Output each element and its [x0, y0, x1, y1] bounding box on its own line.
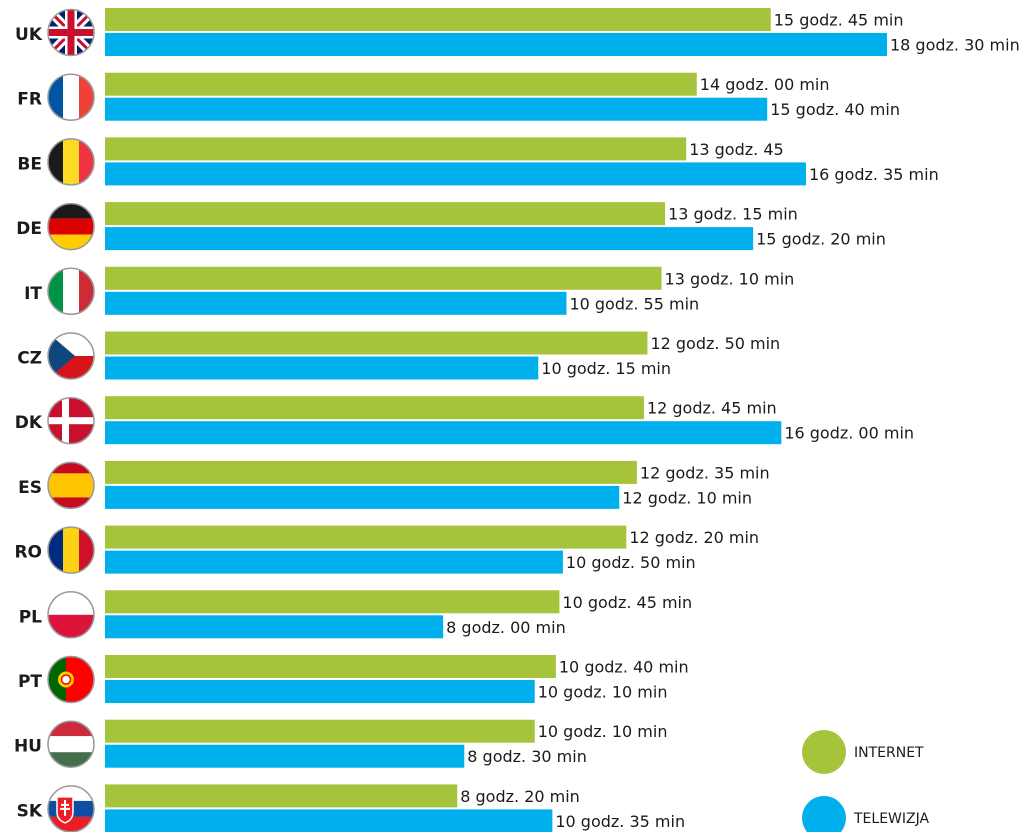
bar-telewizja-cz [105, 356, 539, 380]
country-code: RO [14, 543, 42, 563]
chart-row-fr: FR 14 godz. 00 min 15 godz. 40 min [17, 72, 900, 121]
country-code: SK [17, 801, 43, 821]
chart-row-it: IT 13 godz. 10 min 10 godz. 55 min [24, 266, 795, 316]
uk-flag-icon [47, 8, 95, 57]
bar-internet-be [105, 137, 687, 161]
chart-row-de: DE 13 godz. 15 min 15 godz. 20 min [16, 202, 886, 251]
chart-row-es: ES 12 godz. 35 min 12 godz. 10 min [18, 460, 770, 510]
slovakia-flag-icon [47, 785, 95, 832]
bar-value-label: 12 godz. 10 min [622, 488, 752, 507]
legend-item-telewizja: TELEWIZJA [802, 796, 929, 832]
italy-flag-icon [47, 267, 95, 316]
czech-flag-icon [47, 332, 95, 380]
bar-value-label: 13 godz. 15 min [668, 205, 798, 224]
bar-telewizja-hu [105, 744, 465, 768]
bar-value-label: 13 godz. 45 [689, 140, 783, 159]
bar-value-label: 10 godz. 35 min [555, 812, 685, 831]
bar-value-label: 13 godz. 10 min [665, 269, 795, 288]
bar-value-label: 10 godz. 40 min [559, 658, 689, 677]
bar-value-label: 10 godz. 55 min [569, 294, 699, 313]
bar-internet-sk [105, 784, 458, 808]
bar-value-label: 10 godz. 45 min [562, 593, 692, 612]
bar-telewizja-ro [105, 550, 563, 574]
country-code: PT [18, 672, 42, 692]
bar-value-label: 12 godz. 35 min [640, 463, 770, 482]
belgium-flag-icon [47, 138, 95, 186]
chart-row-cz: CZ 12 godz. 50 min 10 godz. 15 min [17, 331, 780, 380]
country-code: DE [16, 219, 42, 239]
chart-row-ro: RO 12 godz. 20 min 10 godz. 50 min [14, 525, 759, 574]
bar-value-label: 15 godz. 45 min [774, 11, 904, 30]
bar-telewizja-dk [105, 421, 782, 445]
chart-row-uk: UK 15 godz. 45 min 18 godz. 30 min [15, 8, 1020, 57]
bar-value-label: 15 godz. 40 min [770, 100, 900, 119]
bar-value-label: 16 godz. 00 min [784, 424, 914, 443]
legend-label: TELEWIZJA [853, 811, 929, 827]
bar-value-label: 18 godz. 30 min [890, 36, 1020, 55]
bar-value-label: 8 godz. 00 min [446, 618, 566, 637]
chart-row-sk: SK 8 godz. 20 min 10 godz. 35 min [17, 784, 685, 832]
bar-telewizja-fr [105, 97, 768, 121]
bar-internet-fr [105, 72, 697, 96]
chart-row-be: BE 13 godz. 45 16 godz. 35 min [17, 137, 939, 186]
bar-value-label: 12 godz. 20 min [629, 528, 759, 547]
bar-internet-pt [105, 655, 556, 678]
bar-value-label: 15 godz. 20 min [756, 230, 886, 249]
bar-internet-de [105, 202, 666, 226]
country-code: HU [14, 737, 42, 757]
poland-flag-icon [47, 591, 95, 639]
country-code: CZ [17, 349, 42, 369]
chart-row-dk: DK 12 godz. 45 min 16 godz. 00 min [15, 396, 914, 445]
denmark-flag-icon [47, 396, 95, 445]
legend-label: INTERNET [854, 745, 924, 761]
country-code: BE [17, 154, 42, 174]
bar-value-label: 16 godz. 35 min [809, 165, 939, 184]
bar-value-label: 10 godz. 10 min [538, 683, 668, 702]
bar-telewizja-sk [105, 809, 553, 832]
bar-telewizja-es [105, 485, 620, 509]
country-code: DK [15, 413, 43, 433]
bar-telewizja-de [105, 227, 754, 251]
legend-swatch [802, 796, 846, 832]
bar-value-label: 12 godz. 50 min [650, 334, 780, 353]
country-code: PL [19, 607, 42, 627]
bar-telewizja-uk [105, 33, 887, 56]
legend-item-internet: INTERNET [802, 730, 924, 774]
bar-telewizja-be [105, 162, 806, 186]
romania-flag-icon [47, 526, 95, 574]
bar-internet-dk [105, 396, 644, 420]
bar-value-label: 12 godz. 45 min [647, 399, 777, 418]
country-code: ES [18, 478, 42, 498]
bar-internet-ro [105, 525, 627, 549]
bar-value-label: 14 godz. 00 min [700, 75, 830, 94]
bar-telewizja-it [105, 291, 567, 315]
country-code: FR [17, 90, 42, 110]
bar-value-label: 8 godz. 30 min [467, 747, 587, 766]
country-code: UK [15, 25, 43, 45]
bar-internet-hu [105, 719, 535, 743]
germany-flag-icon [47, 202, 95, 251]
bar-value-label: 10 godz. 15 min [541, 359, 671, 378]
chart-row-pt: PT 10 godz. 40 min 10 godz. 10 min [18, 655, 689, 704]
bar-value-label: 10 godz. 10 min [538, 722, 668, 741]
hungary-flag-icon [47, 720, 95, 768]
legend-swatch [802, 730, 846, 774]
bar-value-label: 10 godz. 50 min [566, 553, 696, 572]
bar-telewizja-pt [105, 680, 535, 703]
portugal-flag-icon [47, 655, 95, 704]
bar-internet-it [105, 266, 662, 290]
bar-telewizja-pl [105, 615, 444, 639]
chart-row-hu: HU 10 godz. 10 min 8 godz. 30 min [14, 719, 668, 768]
bar-internet-es [105, 460, 637, 484]
bar-value-label: 8 godz. 20 min [460, 787, 580, 806]
bar-internet-cz [105, 331, 648, 355]
france-flag-icon [47, 73, 95, 121]
spain-flag-icon [47, 461, 95, 510]
bar-internet-uk [105, 8, 771, 31]
country-code: IT [24, 284, 42, 304]
bar-internet-pl [105, 590, 560, 614]
chart-row-pl: PL 10 godz. 45 min 8 godz. 00 min [19, 590, 692, 639]
